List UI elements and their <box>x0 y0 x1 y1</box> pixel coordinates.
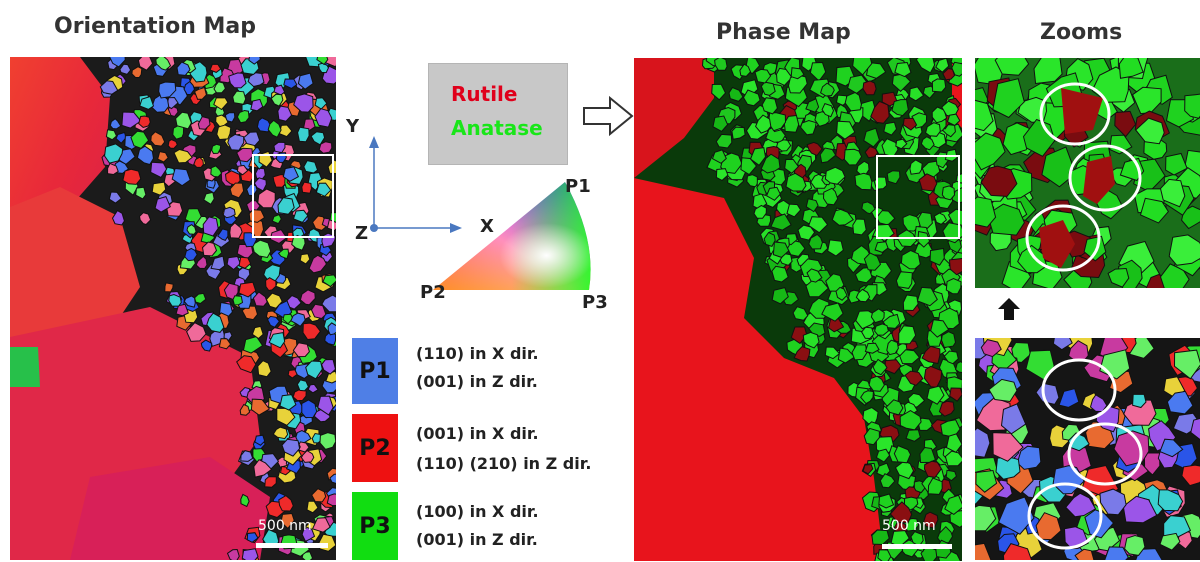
orientation-scale-label: 500 nm <box>258 518 312 534</box>
phase-scale-label: 500 nm <box>882 518 936 534</box>
orientation-map-title: Orientation Map <box>54 14 257 39</box>
orientation-desc-p3-line1: (100) in X dir. <box>416 502 539 521</box>
orientation-grains <box>99 57 336 560</box>
arrow-up-icon <box>996 296 1022 327</box>
orientation-desc-p1-line2: (001) in Z dir. <box>416 372 538 391</box>
phase-map-image <box>634 58 962 561</box>
axis-x-label: X <box>480 216 494 237</box>
axis-z-label: Z <box>355 223 369 244</box>
axis-y-label: Y <box>346 116 360 137</box>
rutile-label: Rutile <box>451 82 518 106</box>
orientation-swatch-p1: P1 <box>352 338 398 404</box>
orientation-swatch-p3: P3 <box>352 492 398 560</box>
phase-grains <box>701 58 962 561</box>
ipf-color-key <box>425 170 605 305</box>
zoom-phase-image <box>975 58 1200 288</box>
orientation-swatch-p2: P2 <box>352 414 398 482</box>
orientation-desc-p1-line1: (110) in X dir. <box>416 344 539 363</box>
zooms-title: Zooms <box>1040 20 1123 45</box>
zoom-orientation-grains <box>975 338 1200 560</box>
arrow-right-icon <box>582 95 636 141</box>
orientation-map-image <box>10 57 336 560</box>
zoom-orientation-image <box>975 338 1200 560</box>
anatase-label: Anatase <box>451 116 543 140</box>
triangle-p3-label: P3 <box>582 292 608 313</box>
triangle-p1-label: P1 <box>565 176 591 197</box>
phase-map-title: Phase Map <box>716 20 851 45</box>
phase-legend-box: Rutile Anatase <box>428 63 568 165</box>
orientation-desc-p2-line1: (001) in X dir. <box>416 424 539 443</box>
axes-diagram <box>352 118 482 253</box>
triangle-p2-label: P2 <box>420 282 446 303</box>
orientation-desc-p2-line2: (110) (210) in Z dir. <box>416 454 592 473</box>
orientation-desc-p3-line2: (001) in Z dir. <box>416 530 538 549</box>
